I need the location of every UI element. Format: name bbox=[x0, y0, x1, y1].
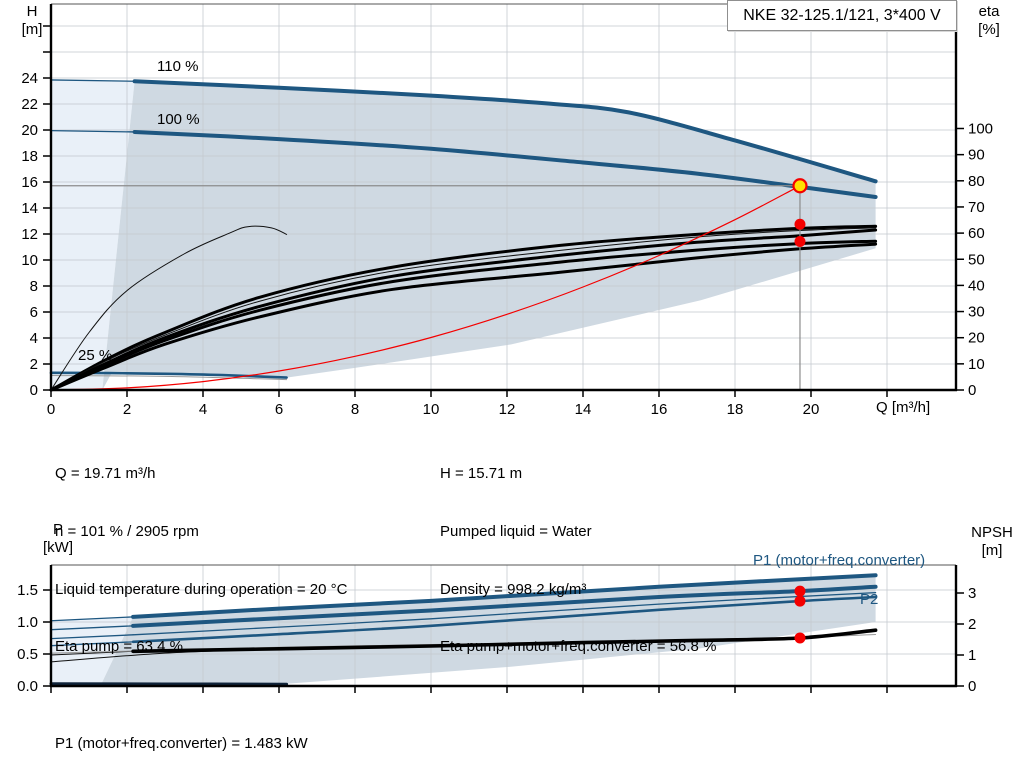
tick-label-x: 2 bbox=[123, 401, 131, 418]
curve-npsh-start-1 bbox=[50, 650, 134, 656]
tick-label-x: 18 bbox=[727, 401, 744, 418]
curve-label-p2: P2 bbox=[860, 591, 878, 608]
duty-point-marker[interactable] bbox=[792, 178, 808, 194]
curve-head-100-start bbox=[50, 130, 136, 133]
p-axis-label: P [kW] bbox=[43, 521, 73, 556]
tick-label-right: 60 bbox=[968, 225, 985, 242]
tick-label-left: 6 bbox=[30, 304, 38, 321]
curve-eta-total-110 bbox=[49, 239, 878, 392]
tick-label-x: 4 bbox=[199, 401, 207, 418]
tick-label-right: 3 bbox=[968, 585, 976, 602]
tick-label-left: 12 bbox=[21, 226, 38, 243]
value-dot-P1 bbox=[794, 585, 806, 597]
tick-label-right: 0 bbox=[968, 678, 976, 695]
value-dot-NPSH bbox=[794, 632, 806, 644]
tick-label-left: 20 bbox=[21, 122, 38, 139]
tick-label-left: 14 bbox=[21, 200, 38, 217]
tick-label-left: 18 bbox=[21, 148, 38, 165]
tick-label-left: 10 bbox=[21, 252, 38, 269]
tick-label-left: 0.5 bbox=[17, 646, 38, 663]
tick-label-x: 12 bbox=[499, 401, 516, 418]
curve-eta-pump-duty bbox=[50, 227, 877, 391]
value-dot-P2 bbox=[794, 595, 806, 607]
curve-p2-110-start bbox=[50, 634, 134, 640]
tick-label-right: 20 bbox=[968, 330, 985, 347]
tick-label-left: 16 bbox=[21, 174, 38, 191]
info-line: Pumped liquid = Water bbox=[440, 523, 592, 541]
curve-p2-110 bbox=[132, 591, 877, 636]
tick-label-x: 16 bbox=[651, 401, 668, 418]
curve-system-curve bbox=[50, 185, 801, 391]
tick-label-right: 100 bbox=[968, 121, 993, 138]
curve-eta-pump-100 bbox=[49, 228, 878, 392]
value-dot-eta_total bbox=[794, 235, 806, 247]
value-dot-eta_pump bbox=[794, 218, 806, 230]
tick-label-left: 22 bbox=[21, 96, 38, 113]
info-line: Eta pump+motor+freq.converter = 56.8 % bbox=[440, 638, 717, 656]
curve-label-s25: 25 % bbox=[78, 347, 112, 364]
info-line: H = 15.71 m bbox=[440, 465, 523, 483]
tick-label-right: 1 bbox=[968, 647, 976, 664]
curve-eta-total-100 bbox=[49, 242, 878, 392]
duty-info-right: H = 15.71 m Pumped liquid = Water Densit… bbox=[440, 426, 716, 695]
npsh-axis-label: NPSH [m] bbox=[971, 524, 1013, 559]
tick-label-right: 30 bbox=[968, 304, 985, 321]
curve-p2-duty-start bbox=[50, 641, 134, 647]
curve-label-p1: P1 (motor+freq.converter) bbox=[753, 552, 925, 569]
curve-npsh bbox=[131, 628, 878, 654]
tick-label-left: 1.0 bbox=[17, 614, 38, 631]
tick-label-x: 20 bbox=[803, 401, 820, 418]
tick-label-right: 10 bbox=[968, 356, 985, 373]
tick-label-x: 8 bbox=[351, 401, 359, 418]
curve-p1-110 bbox=[131, 573, 878, 619]
curve-envelope-light bbox=[51, 616, 134, 686]
tick-label-left: 0 bbox=[30, 382, 38, 399]
info-line: n = 101 % / 2905 rpm bbox=[55, 523, 199, 541]
tick-label-left: 0.0 bbox=[17, 678, 38, 695]
q-axis-label: Q [m³/h] bbox=[876, 399, 931, 416]
tick-label-x: 14 bbox=[575, 401, 592, 418]
tick-label-x: 6 bbox=[275, 401, 283, 418]
info-line: Eta pump = 63.4 % bbox=[55, 638, 183, 656]
curve-envelope-main bbox=[102, 81, 876, 391]
info-line: P1 (motor+freq.converter) = 1.483 kW bbox=[55, 735, 308, 753]
tick-label-x: 10 bbox=[423, 401, 440, 418]
tick-label-right: 70 bbox=[968, 199, 985, 216]
tick-label-left: 2 bbox=[30, 356, 38, 373]
tick-label-right: 90 bbox=[968, 147, 985, 164]
curve-head-110-start bbox=[50, 79, 136, 82]
tick-label-right: 40 bbox=[968, 277, 985, 294]
curve-p1-110-start bbox=[50, 616, 134, 622]
curve-label-s100: 100 % bbox=[157, 111, 200, 128]
curve-eta-pump-110 bbox=[49, 224, 878, 392]
info-line: Q = 19.71 m³/h bbox=[55, 465, 156, 483]
info-line: Liquid temperature during operation = 20… bbox=[55, 580, 348, 598]
tick-label-left: 8 bbox=[30, 278, 38, 295]
curve-head-100 bbox=[132, 129, 878, 199]
info-line: Density = 998.2 kg/m³ bbox=[440, 580, 587, 598]
duty-info-left: Q = 19.71 m³/h n = 101 % / 2905 rpm Liqu… bbox=[55, 426, 347, 695]
tick-label-right: 50 bbox=[968, 251, 985, 268]
h-axis-label: H [m] bbox=[21, 3, 43, 38]
tick-label-left: 24 bbox=[21, 70, 38, 87]
curve-eta-25 bbox=[50, 225, 288, 391]
tick-label-left: 1.5 bbox=[17, 582, 38, 599]
tick-label-x: 0 bbox=[47, 401, 55, 418]
curve-label-s110: 110 % bbox=[157, 58, 198, 75]
tick-label-left: 4 bbox=[30, 330, 38, 347]
tick-label-right: 0 bbox=[968, 382, 976, 399]
curve-p1-duty-start bbox=[50, 625, 134, 631]
tick-label-right: 80 bbox=[968, 173, 985, 190]
tick-label-right: 2 bbox=[968, 616, 976, 633]
curve-head-110 bbox=[132, 79, 878, 184]
pump-title-box: NKE 32-125.1/121, 3*400 V bbox=[727, 0, 957, 31]
eta-axis-label: eta [%] bbox=[978, 3, 1000, 38]
power-info: P1 (motor+freq.converter) = 1.483 kW P2 … bbox=[55, 696, 308, 781]
